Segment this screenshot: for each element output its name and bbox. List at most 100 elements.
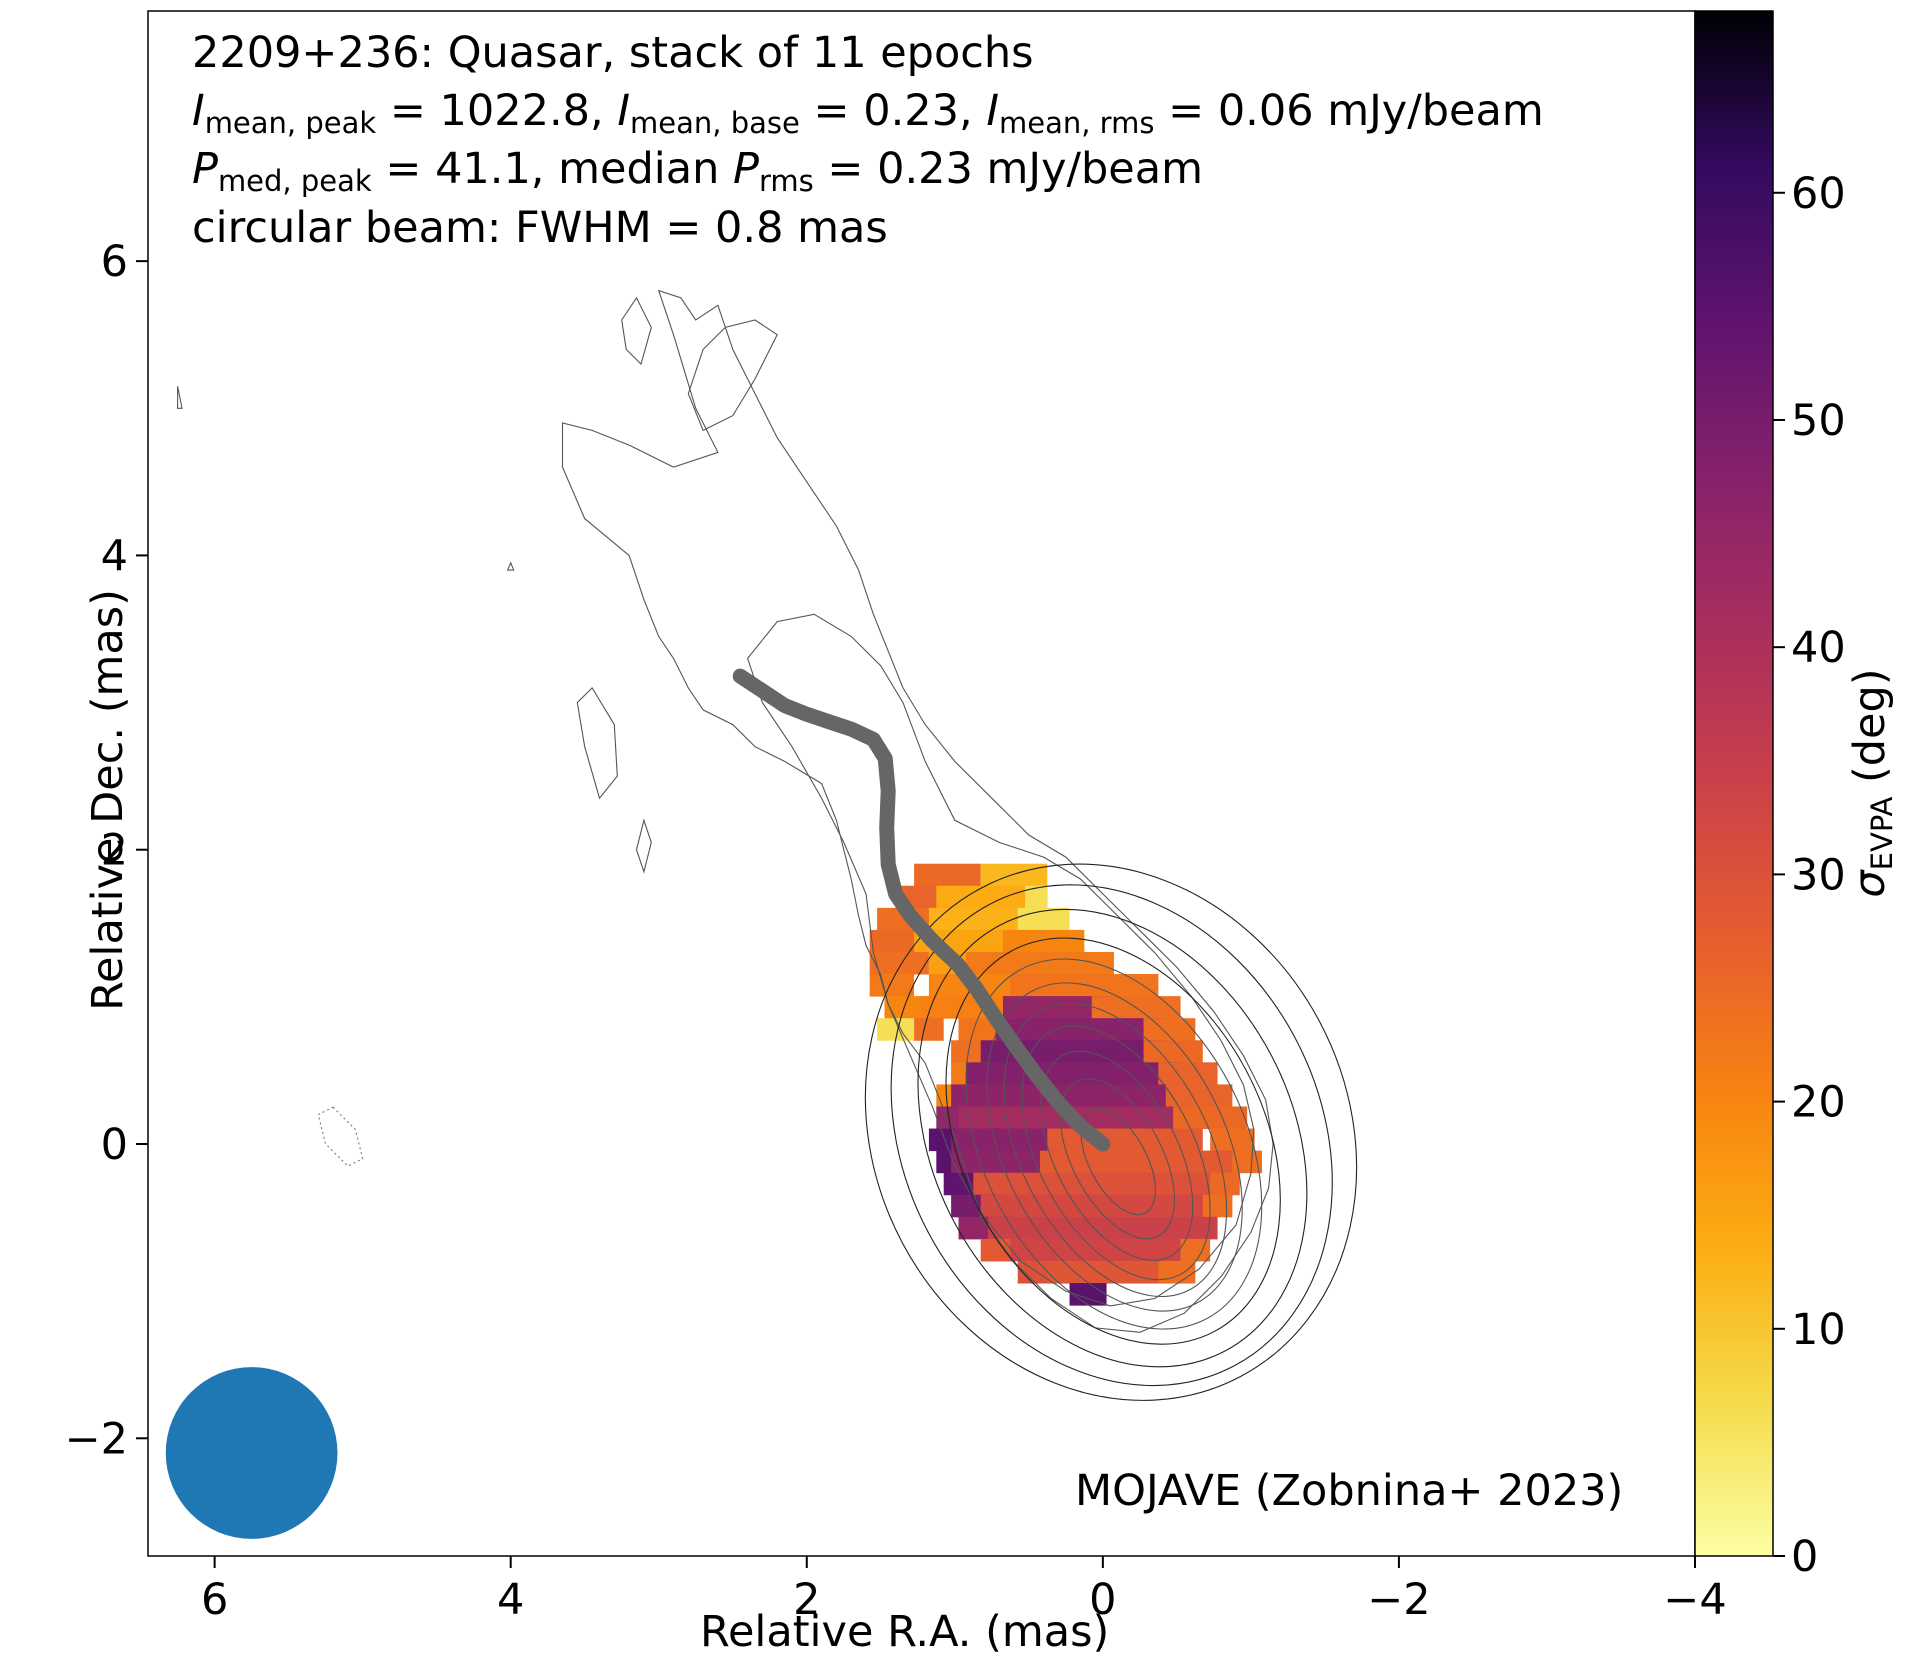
p-rms-value: = 0.23 mJy/beam	[813, 144, 1204, 194]
colorbar-label-subscript: EVPA	[1865, 796, 1899, 871]
evpa-pixel	[988, 1216, 1218, 1240]
contour-line	[576, 687, 618, 800]
evpa-pixel	[869, 951, 929, 975]
colorbar-tick-label: 60	[1791, 169, 1846, 219]
plot-area	[165, 289, 1358, 1539]
beam-circle	[165, 1367, 338, 1539]
contour-line	[621, 296, 652, 366]
core-contour	[864, 863, 1358, 1401]
i-rms-symbol: I	[986, 86, 999, 136]
x-tick-label: 0	[1089, 1575, 1116, 1625]
evpa-pixel	[951, 1128, 1070, 1152]
colorbar-tick-label: 10	[1791, 1305, 1846, 1355]
evpa-pixel	[1047, 1128, 1203, 1152]
colorbar-tick-label: 20	[1791, 1078, 1846, 1128]
p-rms-subscript: rms	[758, 164, 814, 198]
core-contour	[986, 982, 1243, 1312]
i-base-symbol: I	[617, 86, 631, 136]
colorbar-label-symbol: σ	[1845, 870, 1895, 898]
evpa-pixel	[965, 951, 1114, 975]
evpa-pixel	[1158, 1062, 1218, 1085]
evpa-pixel	[995, 1018, 1166, 1041]
evpa-pixel	[914, 863, 981, 887]
colorbar-tick-label: 40	[1791, 623, 1846, 673]
evpa-pixel	[928, 907, 1040, 931]
negative-contour-line	[317, 1106, 364, 1167]
contour-line	[177, 386, 183, 409]
contour-line	[561, 289, 1274, 1333]
core-contour	[917, 908, 1308, 1368]
core-contour	[1003, 1002, 1228, 1298]
evpa-pixel	[1047, 1260, 1181, 1284]
evpa-pixel	[973, 1172, 1225, 1196]
core-contour	[1040, 1050, 1194, 1261]
evpa-pixel	[1143, 1018, 1196, 1041]
x-axis-label: Relative R.A. (mas)	[700, 1607, 1110, 1657]
x-tick-label: 4	[497, 1575, 524, 1625]
contour-line	[746, 613, 1255, 1307]
intensity-contours	[177, 289, 1358, 1401]
y-tick-label: 4	[101, 531, 128, 581]
evpa-pixel	[951, 1150, 1063, 1174]
i-rms-value: = 0.06 mJy/beam	[1154, 86, 1544, 136]
jet-ridge-line	[732, 668, 1111, 1152]
evpa-pixel	[1173, 1106, 1248, 1130]
evpa-pixel	[1025, 885, 1048, 909]
colorbar-ticks: 0 10 20 30 40 50 60	[1773, 169, 1846, 1582]
evpa-pixel	[936, 885, 1048, 909]
i-peak-value: = 1022.8,	[376, 86, 618, 136]
y-tick-label: 2	[101, 826, 128, 876]
i-rms-subscript: mean, rms	[999, 106, 1155, 140]
x-tick-label: −2	[1367, 1575, 1430, 1625]
p-peak-value: = 41.1, median	[371, 144, 734, 194]
core-contour	[1021, 1025, 1211, 1281]
title-line-4: circular beam: FWHM = 0.8 mas	[192, 203, 888, 253]
core-contour	[945, 937, 1281, 1345]
evpa-pixel	[1180, 1238, 1211, 1262]
title-line-1: 2209+236: Quasar, stack of 11 epochs	[192, 28, 1034, 78]
i-base-subscript: mean, base	[630, 106, 800, 140]
credit-text: MOJAVE (Zobnina+ 2023)	[1075, 1466, 1624, 1516]
evpa-pixel	[869, 974, 915, 997]
evpa-pixel	[1010, 974, 1159, 997]
p-rms-symbol: P	[733, 144, 759, 194]
evpa-pixel	[1165, 1084, 1233, 1107]
y-tick-label: 0	[101, 1120, 128, 1170]
contour-line	[635, 818, 652, 874]
core-contour	[965, 958, 1263, 1330]
contour-line	[687, 319, 778, 432]
y-axis-ticks: −2 0 2 4 6	[65, 237, 148, 1464]
evpa-pixel	[980, 1194, 1218, 1218]
p-peak-symbol: P	[192, 144, 218, 194]
i-peak-subscript: mean, peak	[204, 106, 377, 140]
title-line-3: Pmed, peak = 41.1, median Prms = 0.23 mJ…	[192, 148, 1203, 196]
evpa-pixel	[1002, 929, 1085, 953]
contour-line	[506, 561, 515, 571]
evpa-pixel	[1232, 1150, 1262, 1174]
y-tick-label: −2	[65, 1414, 128, 1464]
x-tick-label: 2	[793, 1575, 820, 1625]
colorbar-tick-label: 0	[1791, 1532, 1818, 1582]
beam-ellipse	[165, 1367, 338, 1539]
i-base-value: = 0.23,	[799, 86, 987, 136]
p-peak-subscript: med, peak	[217, 164, 372, 198]
title-line-2: Imean, peak = 1022.8, Imean, base = 0.23…	[192, 90, 1544, 138]
evpa-pixel	[1202, 1194, 1233, 1218]
x-tick-label: −4	[1663, 1575, 1726, 1625]
ridge-line-path	[732, 668, 1111, 1152]
colorbar-tick-label: 50	[1791, 396, 1846, 446]
y-tick-label: 6	[101, 237, 128, 287]
colorbar-tick-label: 30	[1791, 850, 1846, 900]
core-contour	[1080, 1108, 1156, 1216]
colorbar-label: σEVPA (deg)	[1845, 623, 1899, 943]
core-contour	[890, 884, 1333, 1387]
evpa-pixel	[1158, 1260, 1196, 1284]
colorbar-label-unit: (deg)	[1845, 668, 1895, 797]
evpa-pixel	[1010, 1238, 1196, 1262]
x-axis-ticks: 6 4 2 0 −2 −4	[201, 1556, 1727, 1625]
evpa-pixel	[951, 1084, 1188, 1107]
colorbar	[1694, 10, 1774, 1557]
evpa-pixel	[1143, 1040, 1203, 1063]
evpa-pixel	[1002, 996, 1114, 1019]
